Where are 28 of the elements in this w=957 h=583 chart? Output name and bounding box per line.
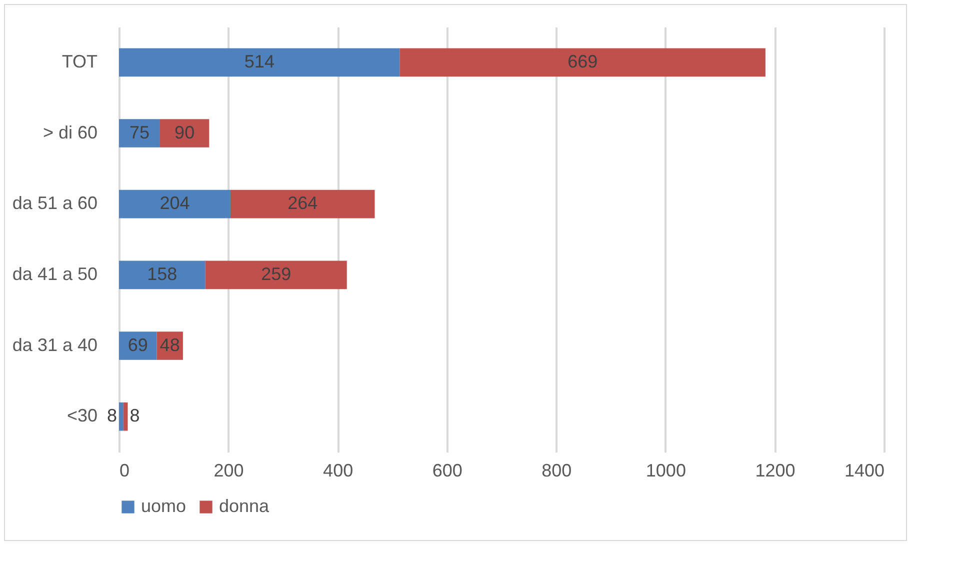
data-label: 8	[106, 406, 117, 426]
data-label: 259	[261, 264, 292, 284]
y-tick-label: TOT	[62, 51, 98, 72]
y-tick-label: da 31 a 40	[12, 334, 98, 355]
data-label: 75	[129, 122, 150, 142]
y-tick-label: da 41 a 50	[12, 264, 98, 284]
data-label: 69	[128, 334, 148, 355]
data-label: 204	[160, 193, 190, 214]
y-tick-label: <30	[66, 406, 98, 426]
data-label: 669	[568, 51, 598, 72]
data-label: 158	[147, 264, 178, 284]
data-label: 514	[244, 51, 274, 72]
x-tick-label: 0	[120, 460, 130, 480]
data-label: 264	[288, 193, 318, 214]
x-tick-label: 1000	[646, 460, 686, 480]
x-tick-label: 1400	[844, 460, 884, 480]
data-label: 90	[174, 122, 195, 142]
x-tick-label: 600	[432, 460, 462, 480]
x-tick-label: 400	[323, 460, 354, 480]
legend-label: donna	[219, 496, 270, 516]
y-tick-label: > di 60	[42, 122, 98, 142]
x-tick-label: 1200	[755, 460, 796, 480]
data-label: 48	[160, 334, 180, 355]
x-tick-label: 200	[214, 460, 244, 480]
y-tick-label: da 51 a 60	[12, 193, 98, 214]
x-tick-label: 800	[542, 460, 572, 480]
legend-label: uomo	[141, 496, 186, 516]
data-label: 8	[130, 406, 140, 426]
